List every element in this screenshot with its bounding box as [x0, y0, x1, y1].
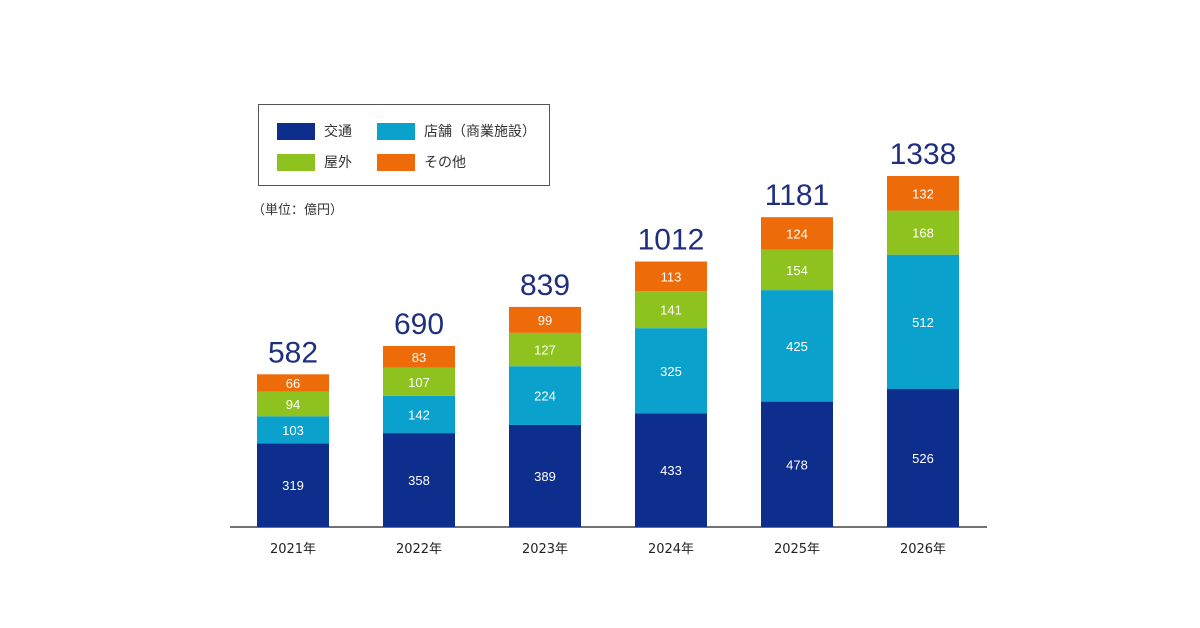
bar-segment: [383, 433, 455, 527]
data-label: 154: [786, 263, 808, 278]
bar-segment: [761, 249, 833, 291]
data-label: 94: [286, 397, 300, 412]
bar-segment: [257, 391, 329, 417]
data-label: 141: [660, 303, 682, 318]
data-label: 224: [534, 389, 556, 404]
bar-segment: [257, 443, 329, 527]
legend-swatch: [277, 153, 315, 171]
bar-segment: [635, 261, 707, 292]
legend-item-sonota: その他: [377, 152, 466, 172]
total-label: 1012: [638, 224, 705, 257]
data-label: 113: [661, 269, 682, 284]
bar-segment: [635, 328, 707, 414]
bar-segment: [887, 254, 959, 390]
data-label: 142: [408, 407, 430, 422]
legend-swatch: [377, 122, 415, 140]
data-label: 66: [286, 376, 300, 391]
x-tick-label: 2024年: [648, 542, 694, 557]
data-label: 124: [786, 226, 808, 241]
data-label: 478: [786, 457, 808, 472]
bar-segment: [761, 290, 833, 402]
data-label: 319: [282, 478, 304, 493]
total-label: 1338: [890, 138, 957, 171]
total-label: 1181: [765, 179, 830, 212]
legend-item-okugai: 屋外: [277, 152, 352, 172]
legend-label: 交通: [324, 124, 352, 140]
bar-segment: [383, 345, 455, 368]
legend-swatch: [377, 153, 415, 171]
bar-segment: [887, 176, 959, 211]
data-label: 99: [538, 313, 552, 328]
data-label: 433: [660, 463, 682, 478]
legend-item-kotsu: 交通: [277, 121, 352, 141]
data-label: 325: [660, 364, 682, 379]
data-label: 107: [408, 375, 430, 390]
bar-segment: [257, 374, 329, 392]
x-tick-label: 2026年: [900, 542, 946, 557]
bar-segment: [383, 395, 455, 434]
data-label: 389: [534, 469, 556, 484]
data-label: 512: [912, 315, 934, 330]
data-label: 103: [282, 423, 304, 438]
bar-segment: [761, 401, 833, 527]
legend: 交通 店舗（商業施設） 屋外 その他: [258, 104, 550, 186]
x-tick-label: 2025年: [774, 542, 820, 557]
legend-label: 店舗（商業施設）: [424, 124, 536, 140]
bar-segment: [509, 424, 581, 527]
bar-segment: [761, 217, 833, 250]
x-tick-label: 2023年: [522, 542, 568, 557]
x-tick-label: 2021年: [270, 542, 316, 557]
total-label: 839: [520, 269, 570, 302]
legend-item-tenpo: 店舗（商業施設）: [377, 121, 536, 141]
total-label: 690: [394, 308, 444, 341]
bar-segment: [635, 413, 707, 527]
bar-segment: [509, 366, 581, 425]
bar-segment: [635, 291, 707, 329]
data-label: 127: [534, 343, 556, 358]
legend-label: 屋外: [324, 155, 352, 171]
unit-label: （単位：億円）: [252, 203, 344, 218]
data-label: 168: [912, 226, 934, 241]
data-label: 526: [912, 451, 934, 466]
bar-segment: [887, 389, 959, 527]
bar-segment: [509, 332, 581, 367]
data-label: 358: [408, 473, 430, 488]
legend-swatch: [277, 122, 315, 140]
bar-segment: [383, 367, 455, 396]
bar-segment: [509, 306, 581, 333]
data-label: 132: [912, 186, 934, 201]
bar-segment: [887, 210, 959, 255]
x-tick-label: 2022年: [396, 542, 442, 557]
data-label: 425: [786, 339, 808, 354]
total-label: 582: [268, 336, 318, 369]
data-label: 83: [412, 350, 426, 365]
bar-segment: [257, 416, 329, 444]
legend-label: その他: [424, 155, 466, 171]
